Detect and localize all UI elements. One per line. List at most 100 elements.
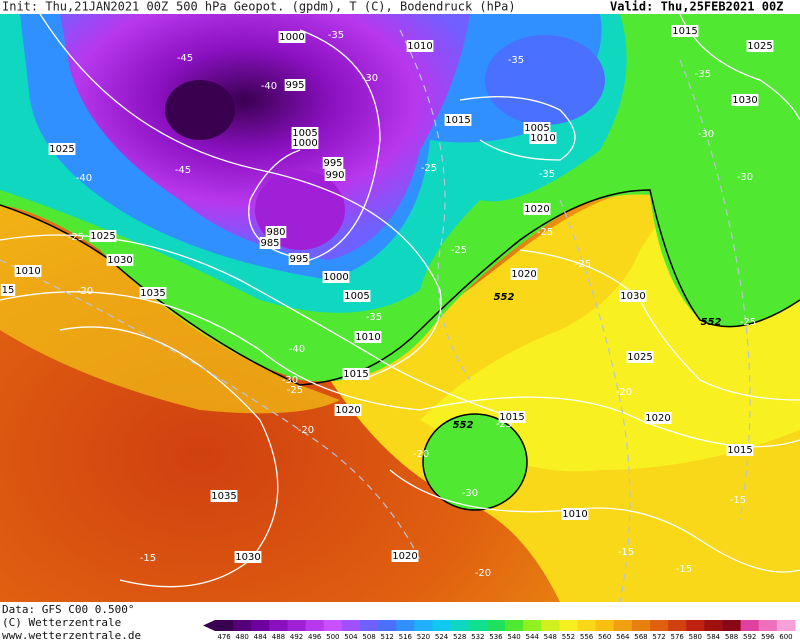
temperature-label: -25 [421,163,437,174]
isobar-label-box [14,265,42,277]
colorbar-label: 576 [671,633,685,641]
isobar-label: 1015 [672,26,697,37]
isobar-label-box [626,351,654,363]
isobar-label-box [284,79,306,91]
colorbar-label: 548 [544,633,557,641]
temperature-label: -20 [413,449,429,460]
temperature-label: -35 [508,55,524,66]
isobar-label: 995 [285,80,304,91]
colorbar-label: 592 [743,633,756,641]
colorbar-label: 488 [272,633,285,641]
isobar-label-box [139,287,167,299]
isobar-label-box [265,226,287,238]
isobar-label-box [529,132,557,144]
colorbar-swatch [323,620,343,631]
colorbar-label: 580 [689,633,702,641]
isobar-label-box [106,254,134,266]
isobar-label: 1020 [524,204,549,215]
colorbar-swatch [396,620,415,631]
isobar-label-box [322,157,344,169]
colorbar-swatch [631,620,651,631]
isobar-label-box [523,122,551,134]
isobar-label: 1020 [335,405,360,416]
colorbar-label: 600 [779,633,792,641]
colorbar-swatch [722,620,742,631]
isobar-label: 985 [260,238,279,249]
colorbar-label: 556 [580,633,594,641]
colorbar-swatch [287,620,307,631]
colorbar-label: 568 [634,633,647,641]
colorbar-label: 500 [326,633,339,641]
isobar-label: 1010 [355,332,380,343]
isobar-label: 1010 [562,509,587,520]
colorbar-label: 596 [761,633,775,641]
colorbar-swatch [523,620,542,631]
temperature-label: -25 [451,245,467,256]
isobar-label-box [644,412,672,424]
colorbar-label: 532 [471,633,484,641]
isobar-label: 990 [325,170,344,181]
isobar-label-box [561,508,589,520]
temperature-label: -25 [575,259,591,270]
isobar-label: 1030 [235,552,260,563]
copyright: (C) Wetterzentrale [2,616,121,629]
geopotential-label: 552 [494,292,515,303]
colorbar-label: 516 [399,633,413,641]
isobar-label: 1030 [620,291,645,302]
temperature-label: -30 [737,172,753,183]
temperature-label: -25 [496,419,512,430]
colorbar-label: 480 [236,633,249,641]
colorbar-swatch [341,620,361,631]
temperature-label: -35 [366,312,382,323]
temperature-label: -45 [177,53,193,64]
temperature-label: -40 [289,344,305,355]
isobar-label: 1020 [511,269,536,280]
temperature-label: -35 [539,169,555,180]
isobar-label-box [746,40,774,52]
isobar-label: 1025 [90,231,115,242]
colorbar-label: 544 [526,633,540,641]
colorbar-label: 504 [344,633,358,641]
colorbar-swatch [686,620,705,631]
isobar-label: 1000 [279,32,304,43]
isobar-label: 1010 [15,266,40,277]
colorbar-label: 476 [217,633,231,641]
colorbar-label: 484 [254,633,268,641]
isobar-label: 1025 [627,352,652,363]
isobar-label: 1030 [732,95,757,106]
isobar-label-box [731,94,759,106]
colorbar-label: 536 [489,633,503,641]
temperature-label: -15 [730,495,746,506]
isobar-label-box [48,143,76,155]
colorbar-swatch [450,620,470,631]
temperature-label: -30 [282,375,298,386]
colorbar-label: 524 [435,633,449,641]
temperature-label: -15 [140,553,156,564]
isobar-label-box [291,127,319,139]
temperature-label: -40 [76,173,92,184]
colorbar-swatch [360,620,379,631]
isobar-label: 995 [323,158,342,169]
isobar-label: 1035 [140,288,165,299]
isobar-label-box [334,404,362,416]
isobar-label: 980 [266,227,285,238]
isobar-label-box [354,331,382,343]
isobar-label: 15 [2,285,15,296]
colorbar-swatch [269,620,288,631]
colorbar-label: 564 [616,633,630,641]
colorbar-swatch [613,620,633,631]
colorbar-label: 588 [725,633,738,641]
colorbar-label: 552 [562,633,575,641]
colorbar-swatch [758,620,778,631]
isobar-label-box [0,284,16,296]
map-labels: 1000101010151025995103010151005101010051… [0,25,774,579]
isobar-label: 1010 [407,41,432,52]
colorbar-swatch [378,620,397,631]
map-field [0,14,800,602]
colorbar-swatch [505,620,524,631]
isobar-label: 1010 [530,133,555,144]
temperature-label: -30 [362,73,378,84]
temperature-label: -15 [618,547,634,558]
temperature-label: -20 [475,568,491,579]
